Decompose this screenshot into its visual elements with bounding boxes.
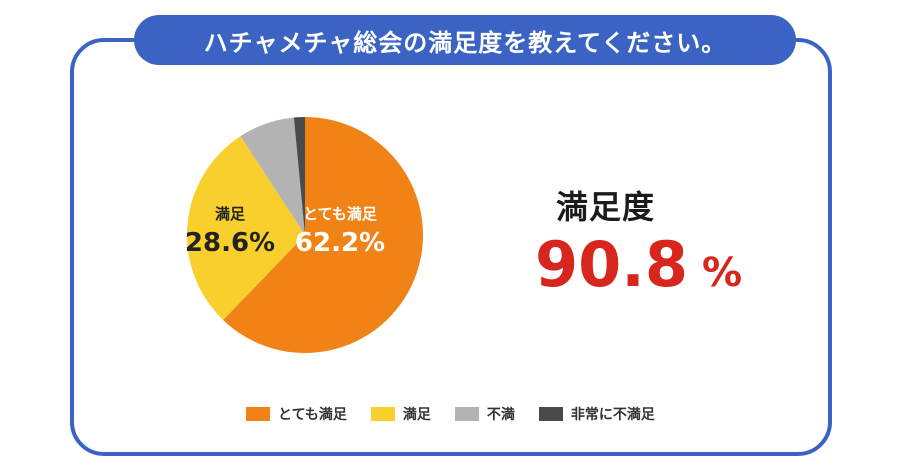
survey-question-title: ハチャメチャ総会の満足度を教えてください。 bbox=[203, 28, 727, 57]
legend-label: 不満 bbox=[486, 407, 515, 423]
legend-item-3: 非常に不満足 bbox=[538, 404, 655, 424]
satisfaction-value: 90.8 % bbox=[535, 228, 742, 301]
slice-label-0: とても満足 bbox=[303, 205, 378, 223]
satisfaction-label: 満足度 bbox=[556, 188, 656, 226]
satisfaction-unit: % bbox=[701, 250, 743, 296]
legend-swatch bbox=[538, 407, 563, 421]
slice-label-1: 満足 bbox=[215, 205, 246, 223]
pie-slice-1 bbox=[187, 136, 305, 320]
pie-chart: とても満足 62.2% 満足 28.6% bbox=[185, 117, 423, 353]
legend-label: 満足 bbox=[402, 407, 431, 423]
legend-item-0: とても満足 bbox=[246, 404, 347, 424]
legend-swatch bbox=[454, 407, 479, 421]
legend-item-1: 満足 bbox=[370, 404, 431, 424]
pie-slice-2 bbox=[240, 117, 305, 235]
legend-label: とても満足 bbox=[278, 407, 347, 423]
pie-slice-0 bbox=[223, 117, 423, 353]
satisfaction-number: 90.8 bbox=[535, 228, 688, 301]
chart-legend: とても満足 満足 不満 非常に不満足 bbox=[246, 404, 679, 424]
slice-value-label-1: 28.6% bbox=[185, 228, 275, 258]
legend-swatch bbox=[370, 407, 395, 421]
title-banner: ハチャメチャ総会の満足度を教えてください。 bbox=[134, 15, 796, 65]
legend-swatch bbox=[246, 407, 270, 421]
slice-value-label-0: 62.2% bbox=[295, 228, 385, 258]
legend-label: 非常に不満足 bbox=[570, 407, 655, 423]
legend-item-2: 不満 bbox=[454, 404, 515, 424]
pie-slice-3 bbox=[293, 117, 305, 235]
